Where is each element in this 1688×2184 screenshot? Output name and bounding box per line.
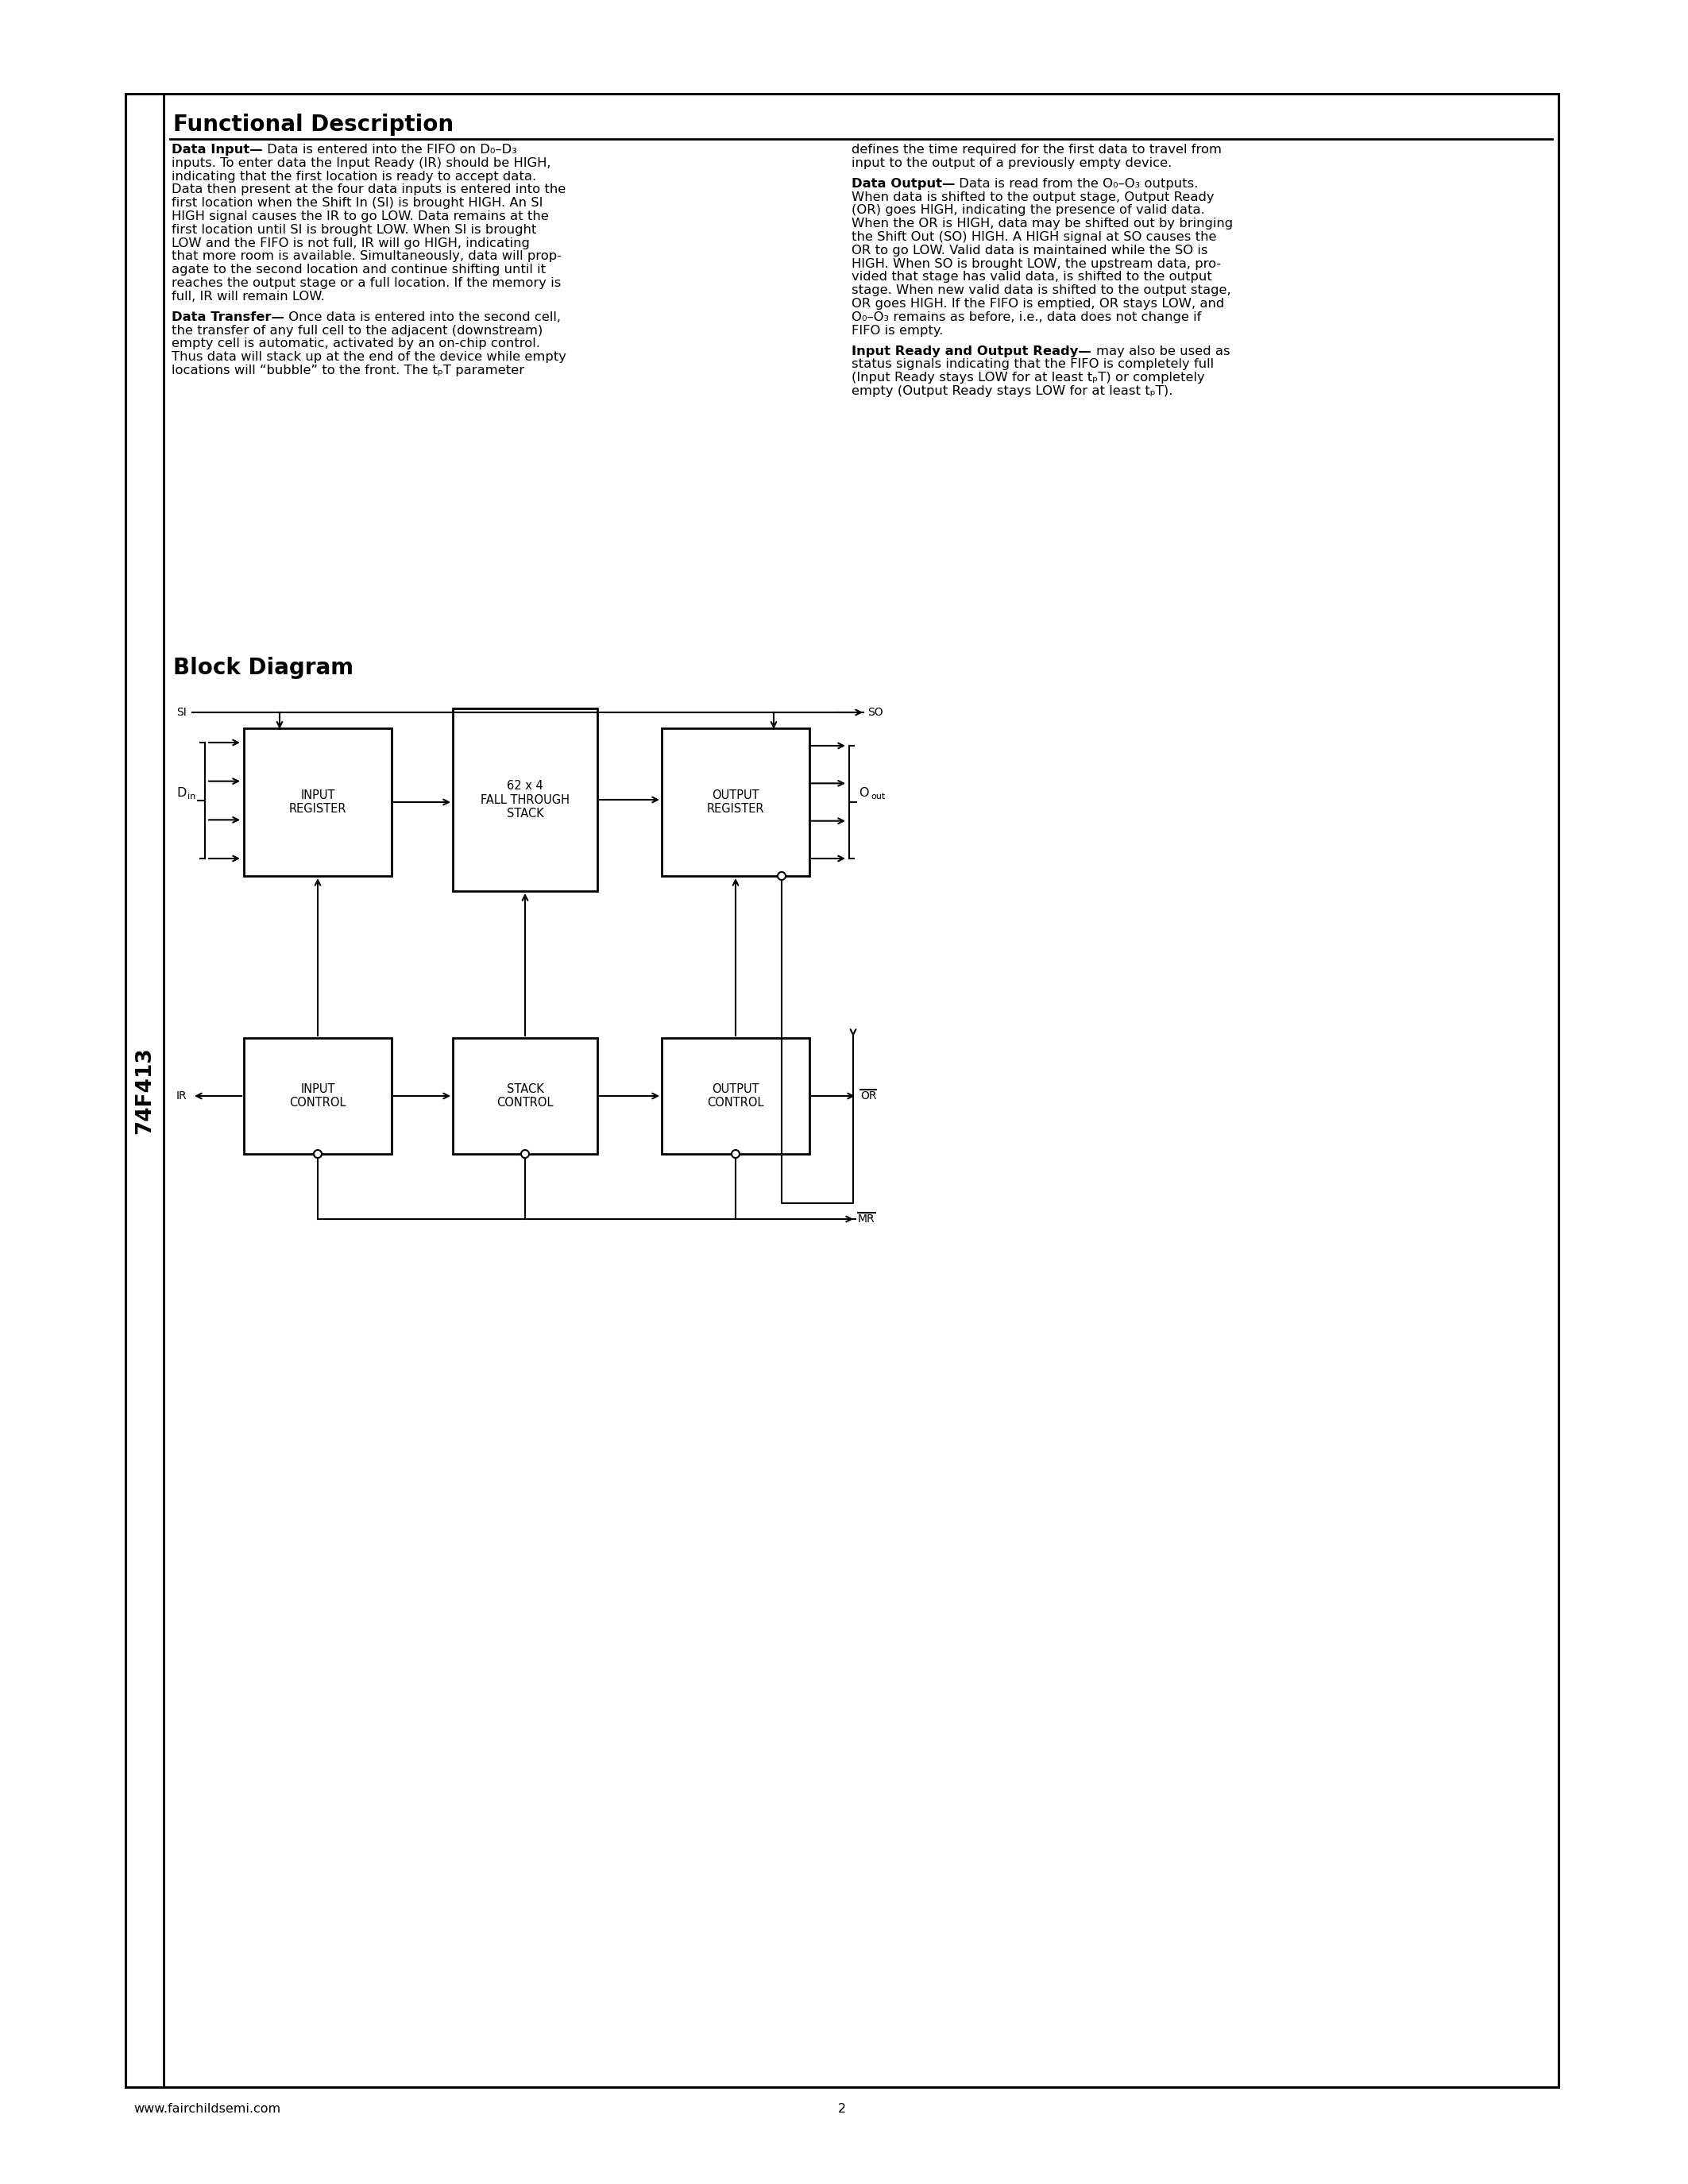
Text: Data then present at the four data inputs is entered into the: Data then present at the four data input… bbox=[172, 183, 565, 197]
Circle shape bbox=[314, 1151, 322, 1158]
Text: INPUT
CONTROL: INPUT CONTROL bbox=[289, 1083, 346, 1109]
Text: Block Diagram: Block Diagram bbox=[174, 657, 353, 679]
Text: input to the output of a previously empty device.: input to the output of a previously empt… bbox=[851, 157, 1171, 168]
Text: full, IR will remain LOW.: full, IR will remain LOW. bbox=[172, 290, 324, 301]
Text: Data Transfer—: Data Transfer— bbox=[172, 310, 284, 323]
Text: OR: OR bbox=[861, 1090, 876, 1101]
Circle shape bbox=[778, 871, 785, 880]
Text: Data Output—: Data Output— bbox=[851, 177, 955, 190]
Bar bbox=[662, 1037, 810, 1153]
Text: (OR) goes HIGH, indicating the presence of valid data.: (OR) goes HIGH, indicating the presence … bbox=[851, 205, 1205, 216]
Text: HIGH signal causes the IR to go LOW. Data remains at the: HIGH signal causes the IR to go LOW. Dat… bbox=[172, 210, 549, 223]
Text: (Input Ready stays LOW for at least tₚT) or completely: (Input Ready stays LOW for at least tₚT)… bbox=[851, 371, 1205, 384]
Text: reaches the output stage or a full location. If the memory is: reaches the output stage or a full locat… bbox=[172, 277, 560, 288]
Text: the transfer of any full cell to the adjacent (downstream): the transfer of any full cell to the adj… bbox=[172, 325, 544, 336]
Text: 2: 2 bbox=[837, 2103, 846, 2116]
Text: stage. When new valid data is shifted to the output stage,: stage. When new valid data is shifted to… bbox=[851, 284, 1231, 297]
Bar bbox=[662, 727, 810, 876]
Text: FIFO is empty.: FIFO is empty. bbox=[851, 325, 944, 336]
Text: SO: SO bbox=[868, 708, 883, 719]
Text: Data is read from the O₀–O₃ outputs.: Data is read from the O₀–O₃ outputs. bbox=[955, 177, 1198, 190]
Text: HIGH. When SO is brought LOW, the upstream data, pro-: HIGH. When SO is brought LOW, the upstre… bbox=[851, 258, 1220, 271]
Text: Thus data will stack up at the end of the device while empty: Thus data will stack up at the end of th… bbox=[172, 352, 567, 363]
Text: Functional Description: Functional Description bbox=[174, 114, 454, 135]
Text: the Shift Out (SO) HIGH. A HIGH signal at SO causes the: the Shift Out (SO) HIGH. A HIGH signal a… bbox=[851, 232, 1217, 242]
Text: IR: IR bbox=[176, 1090, 187, 1101]
Text: O₀–O₃ remains as before, i.e., data does not change if: O₀–O₃ remains as before, i.e., data does… bbox=[851, 310, 1202, 323]
Bar bbox=[452, 708, 598, 891]
Bar bbox=[125, 94, 1558, 2088]
Text: When the OR is HIGH, data may be shifted out by bringing: When the OR is HIGH, data may be shifted… bbox=[851, 218, 1232, 229]
Text: in: in bbox=[187, 793, 196, 802]
Text: D: D bbox=[176, 786, 186, 799]
Text: 74F413: 74F413 bbox=[135, 1046, 155, 1133]
Text: Input Ready and Output Ready—: Input Ready and Output Ready— bbox=[851, 345, 1096, 358]
Text: first location until SI is brought LOW. When SI is brought: first location until SI is brought LOW. … bbox=[172, 223, 537, 236]
Text: OR to go LOW. Valid data is maintained while the SO is: OR to go LOW. Valid data is maintained w… bbox=[851, 245, 1209, 256]
Text: out: out bbox=[871, 793, 885, 802]
Text: O: O bbox=[859, 786, 869, 799]
Text: first location when the Shift In (SI) is brought HIGH. An SI: first location when the Shift In (SI) is… bbox=[172, 197, 544, 210]
Text: SI: SI bbox=[176, 708, 186, 719]
Circle shape bbox=[522, 1151, 528, 1158]
Text: defines the time required for the first data to travel from: defines the time required for the first … bbox=[851, 144, 1222, 155]
Text: locations will “bubble” to the front. The tₚT parameter: locations will “bubble” to the front. Th… bbox=[172, 365, 525, 376]
Text: empty (Output Ready stays LOW for at least tₚT).: empty (Output Ready stays LOW for at lea… bbox=[851, 384, 1173, 397]
Text: indicating that the first location is ready to accept data.: indicating that the first location is re… bbox=[172, 170, 537, 181]
Circle shape bbox=[731, 1151, 739, 1158]
Text: that more room is available. Simultaneously, data will prop-: that more room is available. Simultaneou… bbox=[172, 251, 562, 262]
Text: STACK
CONTROL: STACK CONTROL bbox=[496, 1083, 554, 1109]
Text: 62 x 4
FALL THROUGH
STACK: 62 x 4 FALL THROUGH STACK bbox=[481, 780, 569, 819]
Text: Once data is entered into the second cell,: Once data is entered into the second cel… bbox=[284, 310, 560, 323]
Text: INPUT
REGISTER: INPUT REGISTER bbox=[289, 788, 346, 815]
Text: MR: MR bbox=[858, 1214, 874, 1225]
Text: OR goes HIGH. If the FIFO is emptied, OR stays LOW, and: OR goes HIGH. If the FIFO is emptied, OR… bbox=[851, 297, 1224, 310]
Bar bbox=[243, 727, 392, 876]
Text: agate to the second location and continue shifting until it: agate to the second location and continu… bbox=[172, 264, 545, 275]
Text: Data is entered into the FIFO on D₀–D₃: Data is entered into the FIFO on D₀–D₃ bbox=[263, 144, 517, 155]
Text: inputs. To enter data the Input Ready (IR) should be HIGH,: inputs. To enter data the Input Ready (I… bbox=[172, 157, 550, 168]
Text: OUTPUT
REGISTER: OUTPUT REGISTER bbox=[707, 788, 765, 815]
Bar bbox=[452, 1037, 598, 1153]
Text: OUTPUT
CONTROL: OUTPUT CONTROL bbox=[707, 1083, 765, 1109]
Text: LOW and the FIFO is not full, IR will go HIGH, indicating: LOW and the FIFO is not full, IR will go… bbox=[172, 238, 530, 249]
Text: Data Input—: Data Input— bbox=[172, 144, 263, 155]
Bar bbox=[243, 1037, 392, 1153]
Text: www.fairchildsemi.com: www.fairchildsemi.com bbox=[133, 2103, 280, 2116]
Text: may also be used as: may also be used as bbox=[1096, 345, 1231, 358]
Text: empty cell is automatic, activated by an on-chip control.: empty cell is automatic, activated by an… bbox=[172, 339, 540, 349]
Text: vided that stage has valid data, is shifted to the output: vided that stage has valid data, is shif… bbox=[851, 271, 1212, 284]
Text: status signals indicating that the FIFO is completely full: status signals indicating that the FIFO … bbox=[851, 358, 1214, 371]
Text: When data is shifted to the output stage, Output Ready: When data is shifted to the output stage… bbox=[851, 192, 1214, 203]
